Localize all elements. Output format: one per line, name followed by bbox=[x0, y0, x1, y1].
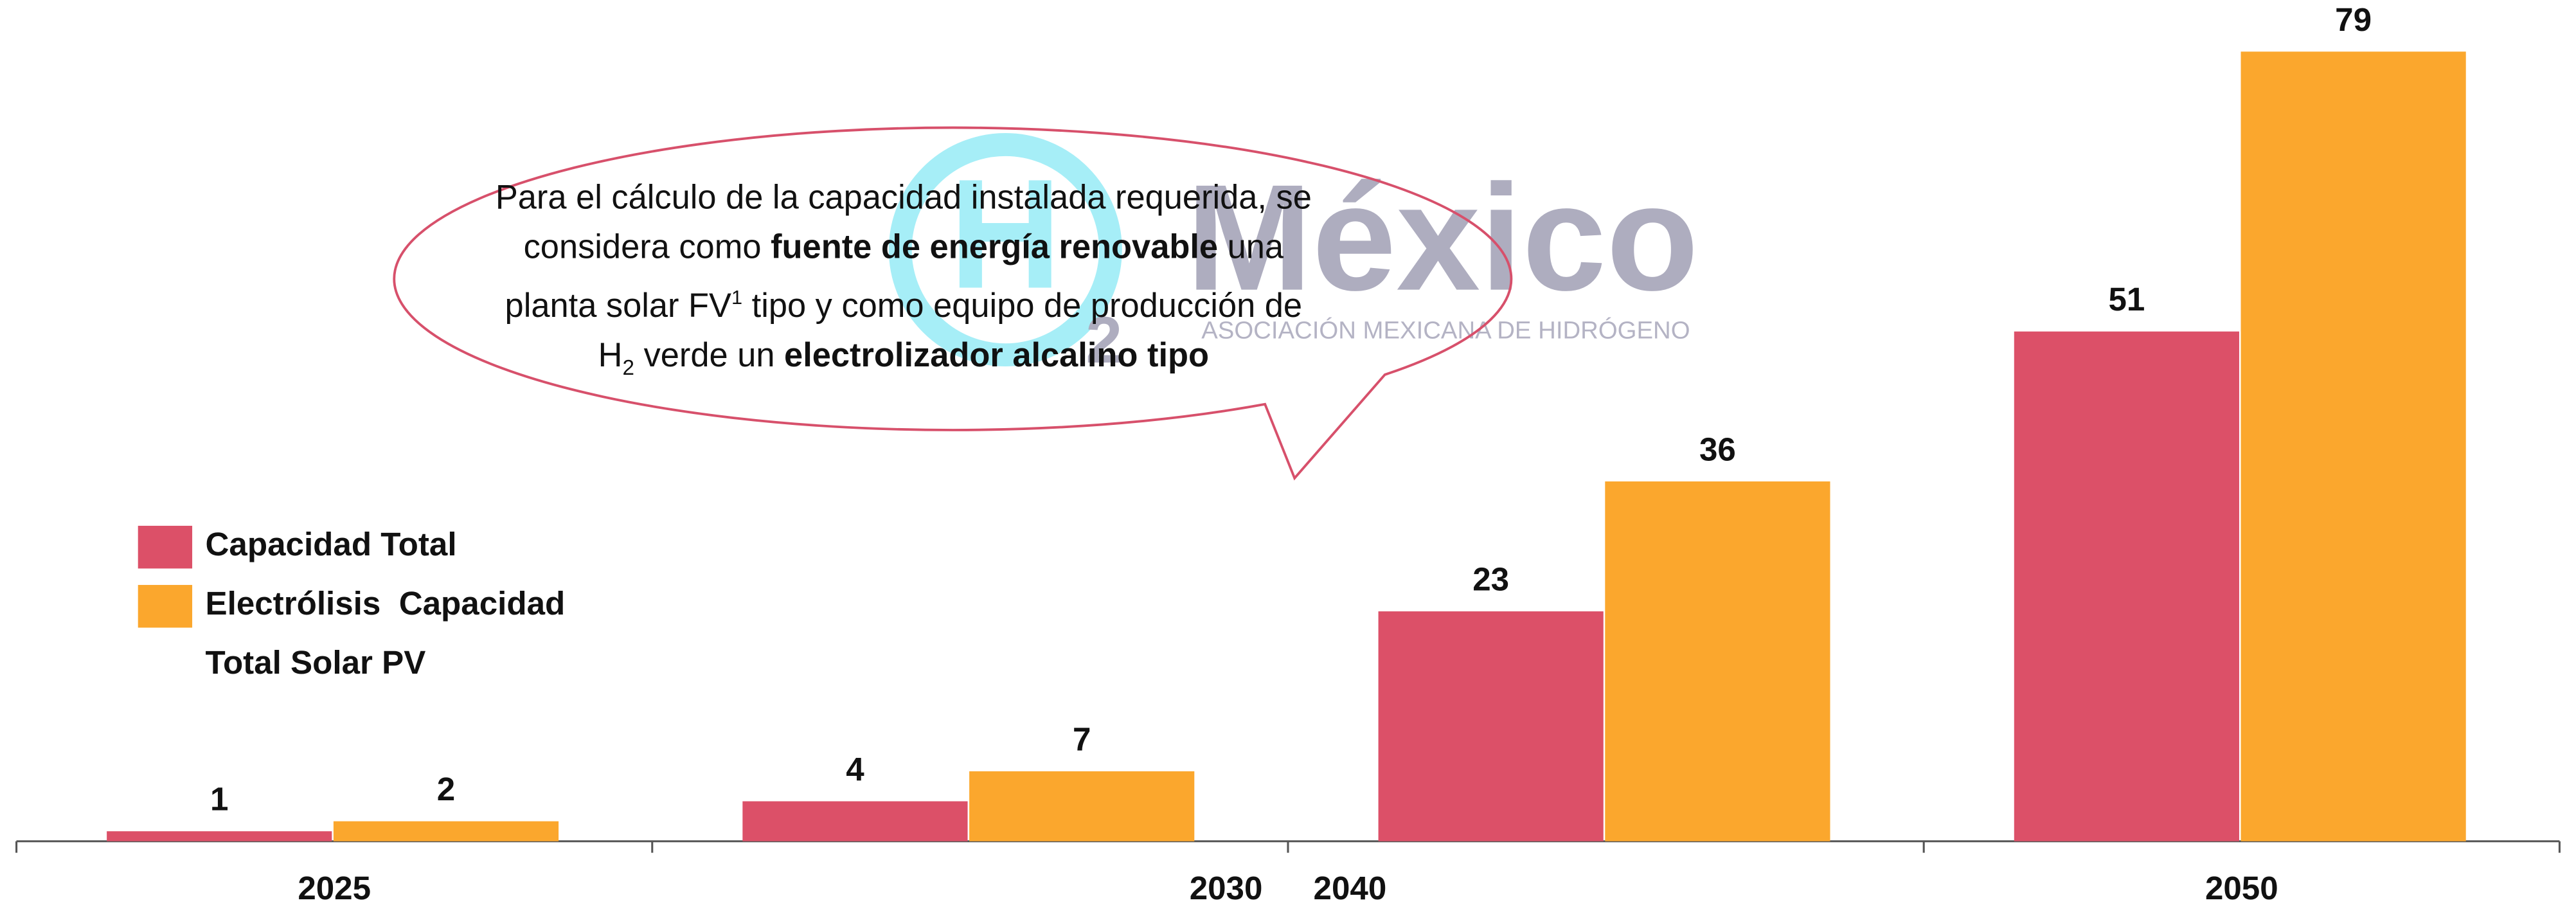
logo-tagline: ASOCIACIÓN MEXICANA DE HIDRÓGENO bbox=[1201, 316, 1690, 344]
annotation-text: verde un bbox=[634, 336, 785, 375]
data-label: 7 bbox=[1073, 721, 1091, 757]
data-label: 2 bbox=[437, 771, 455, 807]
callout bbox=[393, 126, 1513, 481]
bar bbox=[107, 831, 332, 841]
bar bbox=[2241, 51, 2466, 841]
logo-sub: 2 bbox=[1086, 303, 1122, 377]
bar bbox=[742, 801, 968, 841]
data-label: 79 bbox=[2335, 1, 2372, 38]
logo-name: México bbox=[1186, 153, 1699, 322]
bar bbox=[1605, 481, 1830, 841]
annotation-text: Para el cálculo de la capacidad instalad… bbox=[495, 179, 1312, 267]
bar bbox=[1378, 611, 1604, 841]
bar bbox=[333, 821, 559, 841]
annotation-text: tipo y como equipo de producción de H bbox=[598, 287, 1303, 375]
annotation-text: una planta solar FV bbox=[505, 228, 1284, 325]
data-label: 1 bbox=[210, 781, 228, 818]
x-tick-label: 2040 bbox=[1314, 870, 1387, 906]
data-label: 4 bbox=[846, 751, 864, 787]
annotation: Para el cálculo de la capacidad instalad… bbox=[493, 174, 1314, 393]
annotation-bold: electrolizador alcalino tipo bbox=[784, 336, 1210, 375]
legend-label: Electrólisis Capacidad Total Solar PV bbox=[205, 586, 575, 682]
data-label: 23 bbox=[1472, 561, 1509, 598]
data-label: 36 bbox=[1699, 431, 1736, 467]
annotation-sub: 2 bbox=[622, 354, 635, 380]
legend-swatch bbox=[138, 525, 193, 569]
x-tick-label: 2030 bbox=[1190, 870, 1263, 906]
annotation-bold: fuente de energía renovable bbox=[771, 228, 1219, 267]
legend-swatch bbox=[138, 584, 193, 628]
bar bbox=[969, 771, 1195, 841]
annotation-sup: 1 bbox=[731, 285, 743, 309]
bar bbox=[2014, 331, 2239, 841]
x-tick-label: 2025 bbox=[298, 870, 371, 906]
data-label: 51 bbox=[2108, 281, 2145, 318]
logo-mark: H bbox=[949, 147, 1062, 321]
legend-label: Capacidad Total bbox=[205, 527, 457, 564]
logo-ring bbox=[888, 133, 1122, 367]
x-tick-label: 2050 bbox=[2205, 870, 2278, 906]
